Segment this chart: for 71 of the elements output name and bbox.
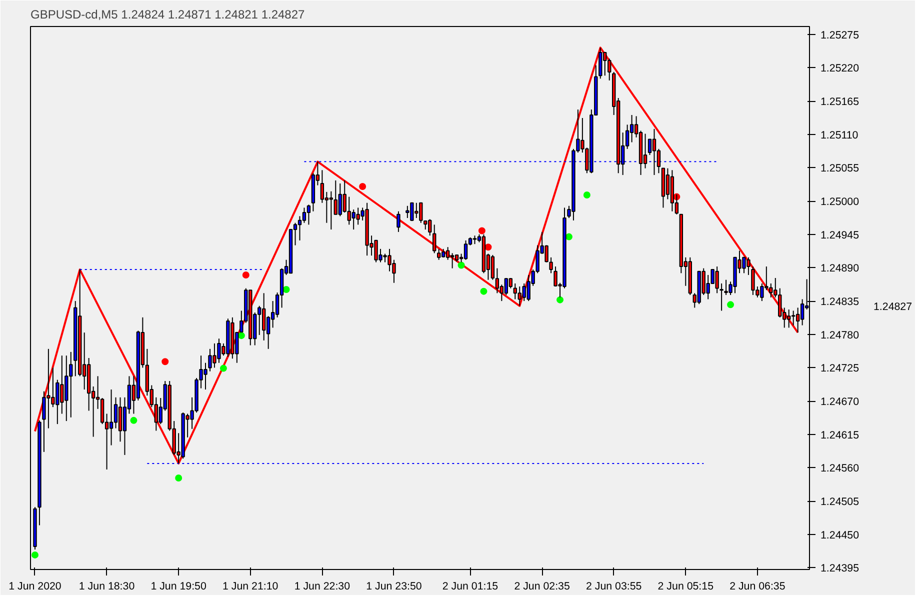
candlestick — [306, 204, 311, 226]
candlestick — [446, 246, 450, 260]
y-tick-label: 1.24890 — [820, 262, 860, 275]
point — [480, 288, 488, 295]
line-series — [34, 46, 799, 464]
point — [162, 358, 169, 366]
x-tick-label: 1 Jun 2020 — [8, 580, 62, 592]
x-tick-label: 1 Jun 18:30 — [78, 580, 135, 592]
x-tick-label: 2 Jun 01:15 — [442, 580, 498, 592]
y-tick-label: 1.24505 — [820, 496, 860, 508]
candlestick — [648, 138, 652, 156]
x-tick-label: 2 Jun 02:35 — [514, 580, 570, 592]
point — [282, 286, 290, 294]
x-tick-label: 2 Jun 05:15 — [658, 580, 714, 592]
y-tick-label: 1.24450 — [820, 529, 860, 542]
candlestick — [298, 216, 302, 241]
candlestick — [666, 168, 670, 200]
y-tick-label: 1.24560 — [820, 462, 860, 475]
point — [458, 262, 465, 269]
x-tick-label: 1 Jun 22:30 — [294, 580, 350, 592]
point — [130, 416, 138, 424]
y-tick-label: 1.25110 — [820, 129, 858, 142]
candlestick — [450, 252, 454, 269]
point — [484, 244, 492, 251]
candlestick — [109, 389, 114, 446]
candlestick — [652, 128, 656, 176]
candlestick — [598, 47, 602, 80]
y-tick-label: 1.24615 — [820, 429, 860, 442]
point — [242, 271, 250, 278]
candlestick — [118, 396, 122, 442]
y-tick-label: 1.24780 — [820, 329, 860, 342]
x-tick-label: 1 Jun 21:10 — [222, 580, 278, 592]
y-tick-label: 1.25275 — [820, 29, 860, 42]
x-tick-label: 1 Jun 19:50 — [150, 580, 207, 592]
candlestick — [437, 248, 441, 260]
y-tick-label: 1.24945 — [820, 229, 860, 242]
y-tick-label: 1.24725 — [820, 362, 860, 375]
y-tick-label: 1.24835 — [820, 296, 860, 308]
candlestick — [720, 282, 724, 312]
point — [359, 182, 366, 190]
y-tick-label: 1.25220 — [820, 62, 860, 75]
candlestick — [320, 170, 324, 204]
point — [727, 301, 734, 308]
point — [175, 474, 182, 482]
candlestick — [396, 210, 400, 232]
y-tick-label: 1.25165 — [820, 96, 860, 108]
x-tick-label: 1 Jun 23:50 — [366, 580, 422, 592]
chart-title: GBPUSD-cd,M5 1.24824 1.24871 1.24821 1.24827 — [30, 8, 306, 22]
point — [478, 227, 486, 234]
x-tick-label: 2 Jun 06:35 — [730, 580, 786, 592]
candlestick — [464, 240, 468, 260]
point — [556, 296, 564, 304]
point — [220, 364, 227, 372]
y-tick-label: 1.24670 — [820, 396, 860, 408]
candlestick — [630, 114, 634, 143]
candlestick — [114, 396, 118, 429]
x-tick-label: 2 Jun 03:55 — [586, 580, 642, 592]
y-tick-label: 1.24395 — [820, 562, 860, 575]
point — [583, 191, 590, 198]
y-tick-label: 1.25055 — [820, 162, 860, 175]
candlestick — [432, 224, 436, 254]
point — [31, 551, 38, 558]
y-tick-label: 1.25000 — [820, 196, 860, 208]
candlestick — [302, 207, 306, 224]
candlestick — [643, 133, 648, 169]
candlestick — [504, 278, 508, 296]
point — [565, 233, 572, 240]
candlestick — [800, 298, 804, 326]
text: 1.24827 — [874, 300, 912, 313]
candlestick — [329, 190, 333, 230]
candlestick — [262, 292, 266, 341]
